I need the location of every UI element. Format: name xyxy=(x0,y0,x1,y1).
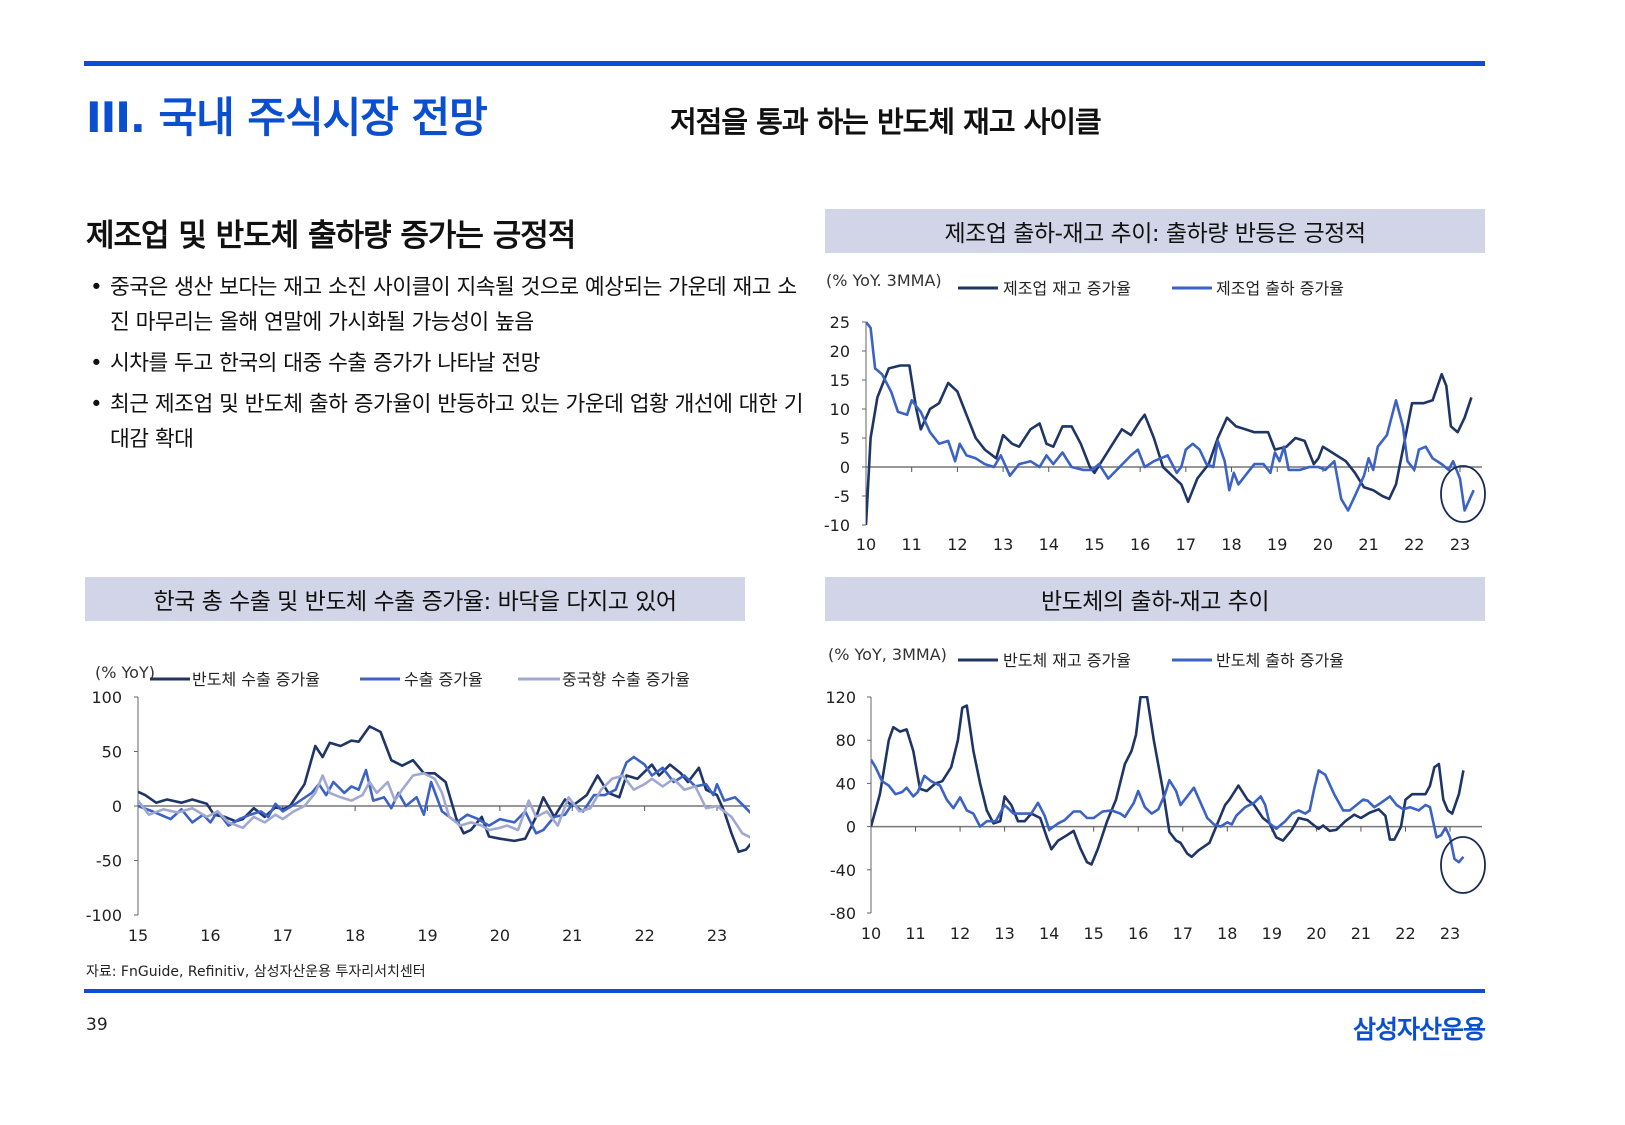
series-line-1 xyxy=(866,364,1473,526)
legend-label: 제조업 재고 증가율 xyxy=(1003,279,1131,298)
x-tick-label: 18 xyxy=(1221,535,1241,554)
x-tick-label: 21 xyxy=(562,926,582,945)
bottom-rule xyxy=(84,989,1485,993)
unit-label: (% YoY) xyxy=(95,663,155,682)
x-tick-label: 17 xyxy=(1173,924,1193,943)
x-tick-label: 18 xyxy=(345,926,365,945)
legend-label: 제조업 출하 증가율 xyxy=(1216,279,1344,298)
highlight-circle xyxy=(1440,465,1486,523)
top-rule xyxy=(84,61,1485,66)
y-tick-label: 50 xyxy=(102,743,122,762)
y-tick-label: -40 xyxy=(830,861,856,880)
x-tick-label: 22 xyxy=(1395,924,1415,943)
x-tick-label: 11 xyxy=(905,924,925,943)
series-line-1 xyxy=(138,725,750,854)
y-tick-label: 120 xyxy=(825,688,856,707)
x-tick-label: 23 xyxy=(707,926,727,945)
y-tick-label: -5 xyxy=(834,487,850,506)
x-tick-label: 16 xyxy=(200,926,220,945)
x-tick-label: 20 xyxy=(490,926,510,945)
x-tick-label: 13 xyxy=(993,535,1013,554)
section-heading: 제조업 및 반도체 출하량 증가는 긍정적 xyxy=(86,218,576,254)
y-tick-label: -100 xyxy=(86,906,122,925)
x-tick-label: 10 xyxy=(861,924,881,943)
semiconductor-chart: 120 80 40 0 -40 -80 10 11 12 13 14 15 16 17 18 19 20 21 22… xyxy=(825,645,1486,943)
x-tick-label: 22 xyxy=(634,926,654,945)
x-tick-label: 10 xyxy=(856,535,876,554)
series-line-2 xyxy=(871,758,1465,864)
x-tick-label: 17 xyxy=(273,926,293,945)
y-tick-label: 20 xyxy=(830,342,850,361)
manufacturing-chart: 25 20 15 10 5 0 -5 -10 10 11 12 13 14 15 16 17 18 19 20 21 2… xyxy=(824,271,1486,554)
legend-label: 중국향 수출 증가율 xyxy=(562,670,690,689)
y-tick-label: 15 xyxy=(830,371,850,390)
y-tick-label: 40 xyxy=(836,774,856,793)
y-tick-label: -10 xyxy=(824,516,850,535)
highlight-circle xyxy=(1440,836,1486,894)
x-tick-label: 20 xyxy=(1313,535,1333,554)
y-tick-label: 10 xyxy=(830,400,850,419)
legend-label: 반도체 수출 증가율 xyxy=(192,670,320,689)
y-tick-label: -50 xyxy=(96,852,122,871)
y-tick-label: 100 xyxy=(91,688,122,707)
x-tick-label: 12 xyxy=(950,924,970,943)
bullet-item: 시차를 두고 한국의 대중 수출 증가가 나타날 전망 xyxy=(90,346,810,381)
x-tick-label: 19 xyxy=(417,926,437,945)
y-tick-label: 0 xyxy=(840,458,850,477)
y-tick-label: 80 xyxy=(836,731,856,750)
legend-label: 반도체 재고 증가율 xyxy=(1003,651,1131,670)
x-tick-label: 14 xyxy=(1039,924,1059,943)
chart-title-exports: 한국 총 수출 및 반도체 수출 증가율: 바닥을 다지고 있어 xyxy=(85,577,745,621)
x-tick-label: 18 xyxy=(1217,924,1237,943)
page-subtitle: 저점을 통과 하는 반도체 재고 사이클 xyxy=(670,105,1102,139)
source-note: 자료: FnGuide, Refinitiv, 삼성자산운용 투자리서치센터 xyxy=(86,964,426,980)
x-tick-label: 19 xyxy=(1267,535,1287,554)
x-tick-label: 15 xyxy=(128,926,148,945)
x-tick-label: 22 xyxy=(1404,535,1424,554)
page-title: III. 국내 주식시장 전망 xyxy=(86,93,488,142)
x-tick-label: 23 xyxy=(1440,924,1460,943)
x-tick-label: 16 xyxy=(1128,924,1148,943)
page-number: 39 xyxy=(86,1015,108,1035)
exports-chart: 100 50 0 -50 -100 15 16 17 18 19 20 21 22 23 반도체 수출 증가… xyxy=(86,663,750,945)
x-tick-label: 14 xyxy=(1039,535,1059,554)
series-line-3 xyxy=(138,772,750,839)
chart-title-manufacturing: 제조업 출하-재고 추이: 출하량 반등은 긍정적 xyxy=(825,209,1485,253)
y-tick-label: -80 xyxy=(830,904,856,923)
unit-label: (% YoY. 3MMA) xyxy=(826,271,942,290)
bullet-list: 중국은 생산 보다는 재고 소진 사이클이 지속될 것으로 예상되는 가운데 재… xyxy=(90,270,810,463)
x-tick-label: 11 xyxy=(902,535,922,554)
x-tick-label: 17 xyxy=(1176,535,1196,554)
series-line-2 xyxy=(138,755,750,835)
x-tick-label: 20 xyxy=(1306,924,1326,943)
series-line-1 xyxy=(871,696,1465,866)
x-tick-label: 12 xyxy=(947,535,967,554)
x-tick-label: 19 xyxy=(1262,924,1282,943)
chart-title-semiconductor: 반도체의 출하-재고 추이 xyxy=(825,577,1485,621)
x-tick-label: 16 xyxy=(1130,535,1150,554)
x-tick-label: 21 xyxy=(1358,535,1378,554)
x-tick-label: 15 xyxy=(1084,924,1104,943)
bullet-item: 중국은 생산 보다는 재고 소진 사이클이 지속될 것으로 예상되는 가운데 재… xyxy=(90,270,810,340)
series-line-2 xyxy=(866,321,1475,512)
unit-label: (% YoY, 3MMA) xyxy=(828,645,947,664)
company-logo: 삼성자산운용 xyxy=(1353,1015,1486,1044)
legend-label: 반도체 출하 증가율 xyxy=(1216,651,1344,670)
x-tick-label: 23 xyxy=(1450,535,1470,554)
x-tick-label: 13 xyxy=(994,924,1014,943)
x-tick-label: 21 xyxy=(1351,924,1371,943)
y-tick-label: 25 xyxy=(830,313,850,332)
legend-label: 수출 증가율 xyxy=(404,670,483,689)
y-tick-label: 0 xyxy=(112,797,122,816)
y-tick-label: 5 xyxy=(840,429,850,448)
y-tick-label: 0 xyxy=(846,818,856,837)
bullet-item: 최근 제조업 및 반도체 출하 증가율이 반등하고 있는 가운데 업황 개선에 … xyxy=(90,387,810,457)
x-tick-label: 15 xyxy=(1084,535,1104,554)
